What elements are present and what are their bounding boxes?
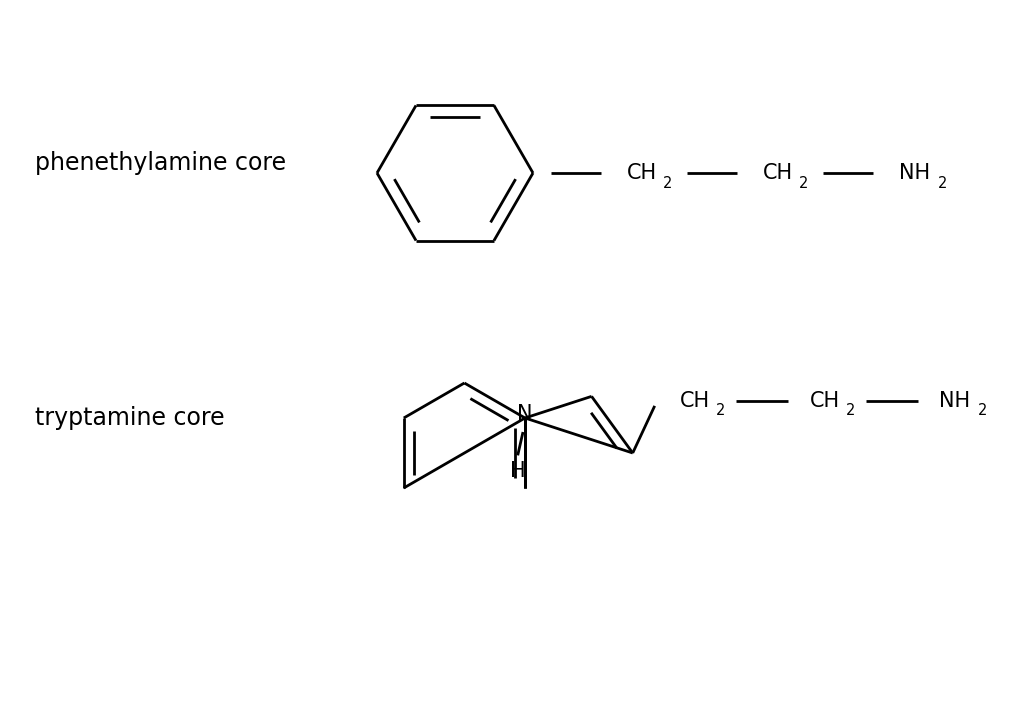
Text: CH: CH	[763, 163, 793, 183]
Text: CH: CH	[810, 391, 839, 411]
Text: 2: 2	[799, 175, 808, 191]
Text: N: N	[517, 404, 532, 424]
Text: tryptamine core: tryptamine core	[35, 406, 225, 430]
Text: 2: 2	[664, 175, 673, 191]
Text: NH: NH	[939, 391, 971, 411]
Text: 2: 2	[846, 403, 856, 419]
Text: 2: 2	[939, 175, 948, 191]
Text: 2: 2	[716, 403, 725, 419]
Text: 2: 2	[978, 403, 987, 419]
Text: H: H	[510, 462, 525, 481]
Text: NH: NH	[900, 163, 931, 183]
Text: CH: CH	[679, 391, 710, 411]
Text: CH: CH	[627, 163, 657, 183]
Text: phenethylamine core: phenethylamine core	[35, 151, 286, 175]
